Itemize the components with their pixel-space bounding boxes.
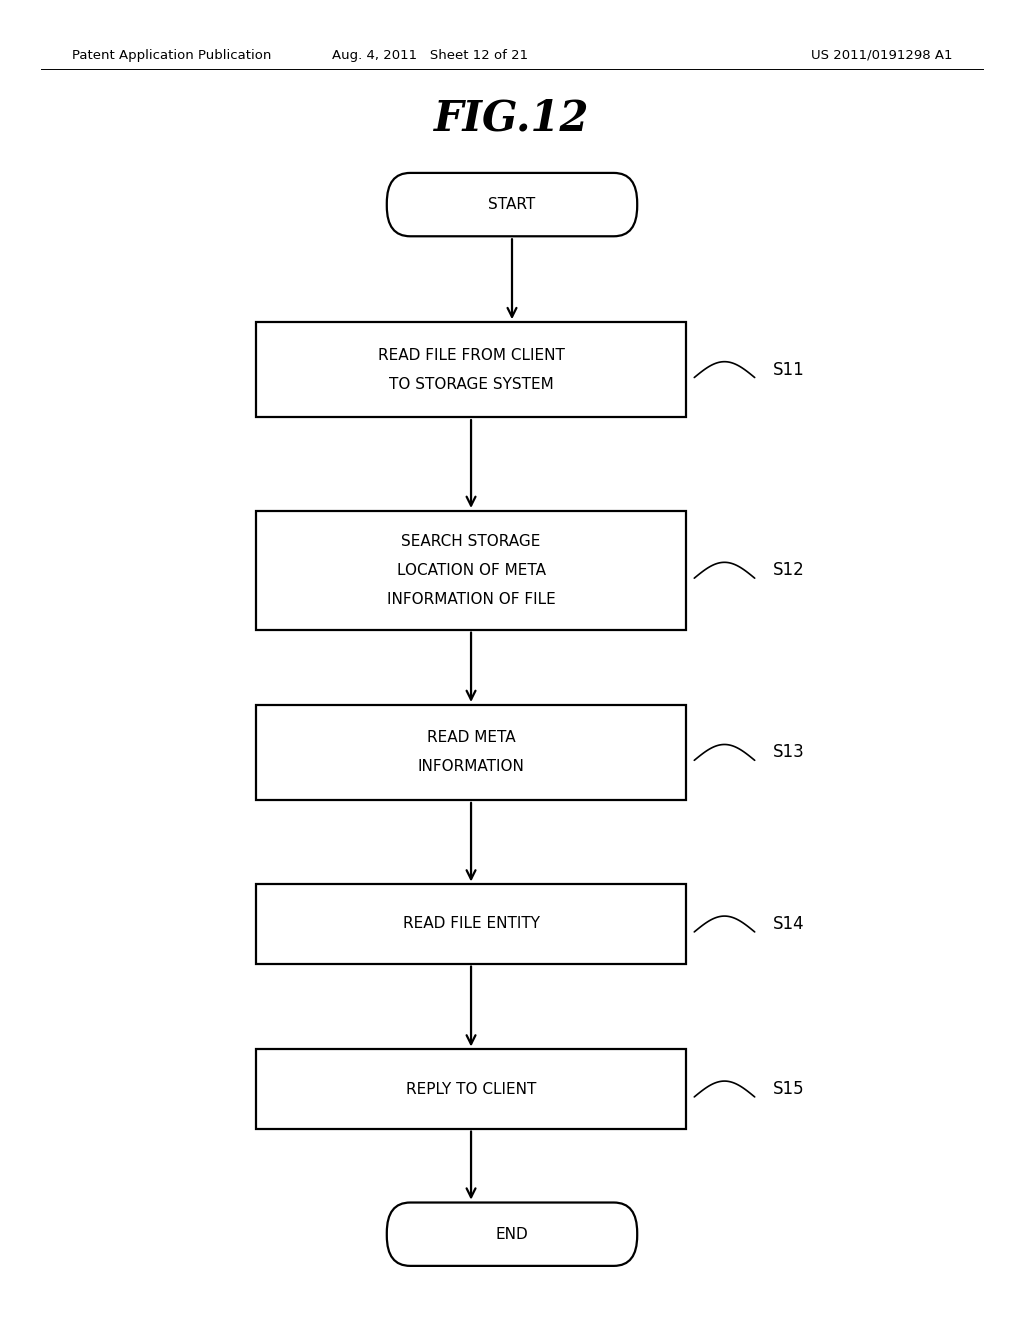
Text: READ FILE FROM CLIENT: READ FILE FROM CLIENT xyxy=(378,347,564,363)
Text: READ META: READ META xyxy=(427,730,515,746)
Bar xyxy=(256,322,686,417)
FancyBboxPatch shape xyxy=(387,1203,637,1266)
Text: INFORMATION OF FILE: INFORMATION OF FILE xyxy=(387,591,555,607)
Text: REPLY TO CLIENT: REPLY TO CLIENT xyxy=(406,1081,537,1097)
Text: Patent Application Publication: Patent Application Publication xyxy=(72,49,271,62)
Text: Aug. 4, 2011   Sheet 12 of 21: Aug. 4, 2011 Sheet 12 of 21 xyxy=(332,49,528,62)
Text: S12: S12 xyxy=(773,561,805,579)
Text: US 2011/0191298 A1: US 2011/0191298 A1 xyxy=(811,49,952,62)
Text: LOCATION OF META: LOCATION OF META xyxy=(396,562,546,578)
Text: FIG.12: FIG.12 xyxy=(434,98,590,140)
Text: S11: S11 xyxy=(773,360,805,379)
Text: S13: S13 xyxy=(773,743,805,762)
Text: S14: S14 xyxy=(773,915,805,933)
Text: TO STORAGE SYSTEM: TO STORAGE SYSTEM xyxy=(389,376,553,392)
Text: SEARCH STORAGE: SEARCH STORAGE xyxy=(401,533,541,549)
Bar xyxy=(256,511,686,630)
FancyBboxPatch shape xyxy=(387,173,637,236)
Text: READ FILE ENTITY: READ FILE ENTITY xyxy=(402,916,540,932)
Text: START: START xyxy=(488,197,536,213)
Bar xyxy=(256,705,686,800)
Text: INFORMATION: INFORMATION xyxy=(418,759,524,775)
Bar xyxy=(256,1049,686,1129)
Text: S15: S15 xyxy=(773,1080,805,1098)
Bar xyxy=(256,884,686,964)
Text: END: END xyxy=(496,1226,528,1242)
